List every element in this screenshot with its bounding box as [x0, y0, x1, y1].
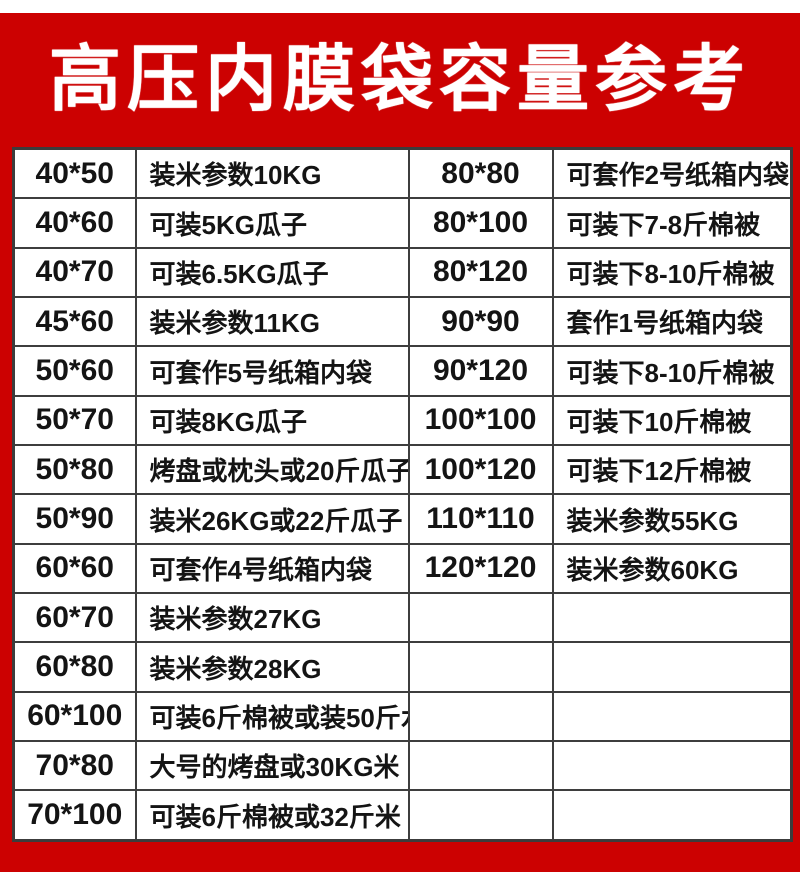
- size-cell: 80*100: [407, 197, 554, 249]
- table-row: 70*80 大号的烤盘或30KG米: [12, 740, 793, 792]
- desc-cell: 可装下10斤棉被: [551, 394, 793, 447]
- size-cell: [407, 740, 554, 792]
- desc-cell: [551, 641, 793, 693]
- size-cell: 80*120: [407, 246, 554, 299]
- size-cell: 40*70: [12, 246, 137, 299]
- size-cell: 40*50: [12, 147, 137, 200]
- size-cell: 80*80: [407, 147, 554, 200]
- table-row: 60*100 可装6斤棉被或装50斤水: [12, 690, 793, 743]
- desc-cell: 装米参数28KG: [134, 641, 410, 693]
- desc-cell: 可装5KG瓜子: [134, 197, 410, 249]
- desc-cell: 可装下7-8斤棉被: [551, 197, 793, 249]
- desc-cell: 装米参数27KG: [134, 592, 410, 644]
- table-row: 40*50 装米参数10KG 80*80 可套作2号纸箱内袋: [12, 147, 793, 200]
- desc-cell: 可装6斤棉被或32斤米: [134, 789, 410, 842]
- table-row: 40*60 可装5KG瓜子 80*100 可装下7-8斤棉被: [12, 197, 793, 249]
- size-cell: 50*80: [12, 444, 137, 496]
- desc-cell: 装米参数10KG: [134, 147, 410, 200]
- desc-cell: 装米参数60KG: [551, 542, 793, 595]
- table-row: 45*60 装米参数11KG 90*90 套作1号纸箱内袋: [12, 296, 793, 348]
- desc-cell: 可装6斤棉被或装50斤水: [134, 690, 410, 743]
- size-cell: 120*120: [407, 542, 554, 595]
- table-row: 50*60 可套作5号纸箱内袋 90*120 可装下8-10斤棉被: [12, 345, 793, 397]
- desc-cell: 可装下8-10斤棉被: [551, 246, 793, 299]
- size-cell: 90*90: [407, 296, 554, 348]
- size-cell: 100*120: [407, 444, 554, 496]
- table-row: 60*80 装米参数28KG: [12, 641, 793, 693]
- desc-cell: 装米参数11KG: [134, 296, 410, 348]
- page-title: 高压内膜袋容量参考: [48, 40, 751, 120]
- size-cell: 60*60: [12, 542, 137, 595]
- desc-cell: 可装8KG瓜子: [134, 394, 410, 447]
- table-row: 60*70 装米参数27KG: [12, 592, 793, 644]
- desc-cell: [551, 740, 793, 792]
- size-cell: 60*80: [12, 641, 137, 693]
- size-cell: [407, 690, 554, 743]
- desc-cell: 烤盘或枕头或20斤瓜子: [134, 444, 410, 496]
- size-cell: 40*60: [12, 197, 137, 249]
- size-cell: 60*100: [12, 690, 137, 743]
- desc-cell: [551, 690, 793, 743]
- desc-cell: 套作1号纸箱内袋: [551, 296, 793, 348]
- desc-cell: 可装下12斤棉被: [551, 444, 793, 496]
- title-banner: 高压内膜袋容量参考: [0, 13, 800, 147]
- red-background-frame: 高压内膜袋容量参考 40*50 装米参数10KG 80*80 可套作2号纸箱内袋: [0, 13, 800, 872]
- size-cell: 50*70: [12, 394, 137, 447]
- desc-cell: 可装下8-10斤棉被: [551, 345, 793, 397]
- size-cell: 50*90: [12, 493, 137, 545]
- table-row: 50*70 可装8KG瓜子 100*100 可装下10斤棉被: [12, 394, 793, 447]
- table-row: 50*80 烤盘或枕头或20斤瓜子 100*120 可装下12斤棉被: [12, 444, 793, 496]
- table-row: 70*100 可装6斤棉被或32斤米: [12, 789, 793, 842]
- size-cell: 70*100: [12, 789, 137, 842]
- table-row: 50*90 装米26KG或22斤瓜子 110*110 装米参数55KG: [12, 493, 793, 545]
- size-cell: [407, 789, 554, 842]
- desc-cell: 大号的烤盘或30KG米: [134, 740, 410, 792]
- desc-cell: 装米参数55KG: [551, 493, 793, 545]
- desc-cell: 可套作2号纸箱内袋: [551, 147, 793, 200]
- size-cell: [407, 592, 554, 644]
- size-cell: 50*60: [12, 345, 137, 397]
- size-cell: 90*120: [407, 345, 554, 397]
- size-cell: 45*60: [12, 296, 137, 348]
- desc-cell: [551, 592, 793, 644]
- table-row: 60*60 可套作4号纸箱内袋 120*120 装米参数60KG: [12, 542, 793, 595]
- desc-cell: [551, 789, 793, 842]
- size-cell: 100*100: [407, 394, 554, 447]
- size-cell: 70*80: [12, 740, 137, 792]
- size-cell: 110*110: [407, 493, 554, 545]
- desc-cell: 可套作4号纸箱内袋: [134, 542, 410, 595]
- desc-cell: 装米26KG或22斤瓜子: [134, 493, 410, 545]
- capacity-table: 40*50 装米参数10KG 80*80 可套作2号纸箱内袋 40*60 可装5…: [12, 147, 793, 842]
- table-area: 40*50 装米参数10KG 80*80 可套作2号纸箱内袋 40*60 可装5…: [12, 147, 793, 842]
- desc-cell: 可套作5号纸箱内袋: [134, 345, 410, 397]
- size-cell: [407, 641, 554, 693]
- table-row: 40*70 可装6.5KG瓜子 80*120 可装下8-10斤棉被: [12, 246, 793, 299]
- size-cell: 60*70: [12, 592, 137, 644]
- desc-cell: 可装6.5KG瓜子: [134, 246, 410, 299]
